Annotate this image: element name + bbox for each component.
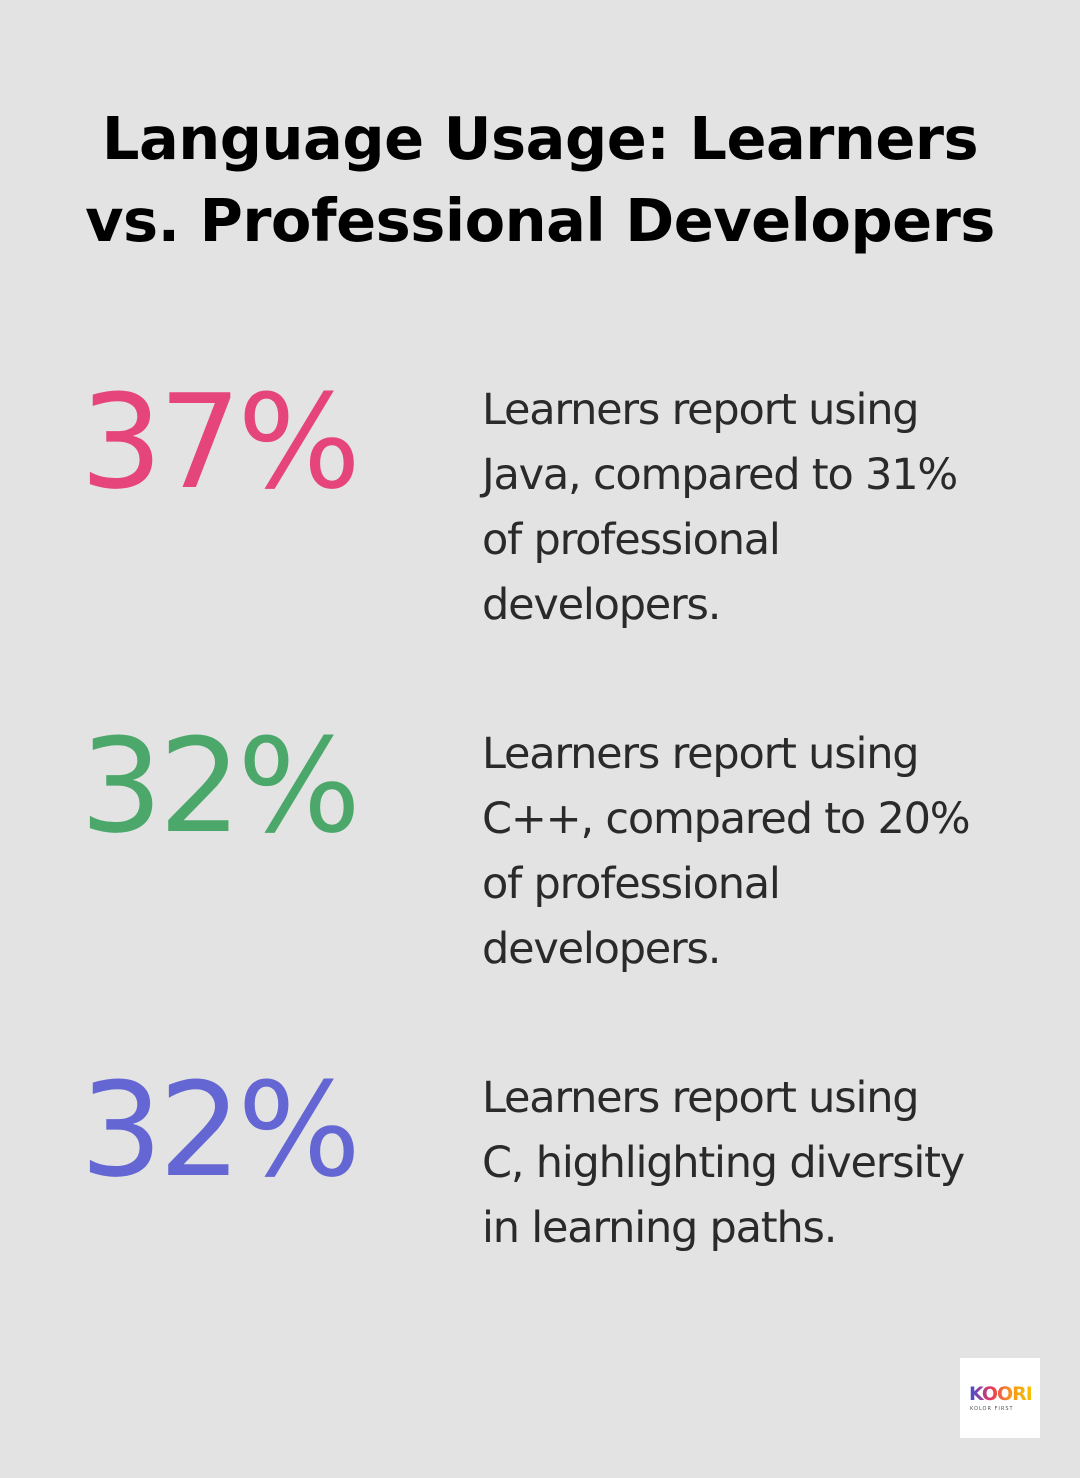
page-title: Language Usage: Learners vs. Professiona… [0,98,1080,262]
stat-percentage: 32% [80,1054,361,1206]
title-line-2: vs. Professional Developers [85,186,995,255]
brand-logo: KOORI KOLOR FIRST [960,1358,1040,1438]
stat-percentage: 37% [80,366,361,518]
stat-description: Learners report using C, highlighting di… [482,1073,965,1253]
stat-percentage: 32% [80,710,361,862]
stat-description: Learners report using C++, compared to 2… [482,729,971,974]
logo-tagline: KOLOR FIRST [970,1406,1014,1412]
stat-description: Learners report using Java, compared to … [482,385,958,630]
logo-wordmark: KOORI [969,1383,1033,1405]
title-line-1: Language Usage: Learners [101,104,979,173]
